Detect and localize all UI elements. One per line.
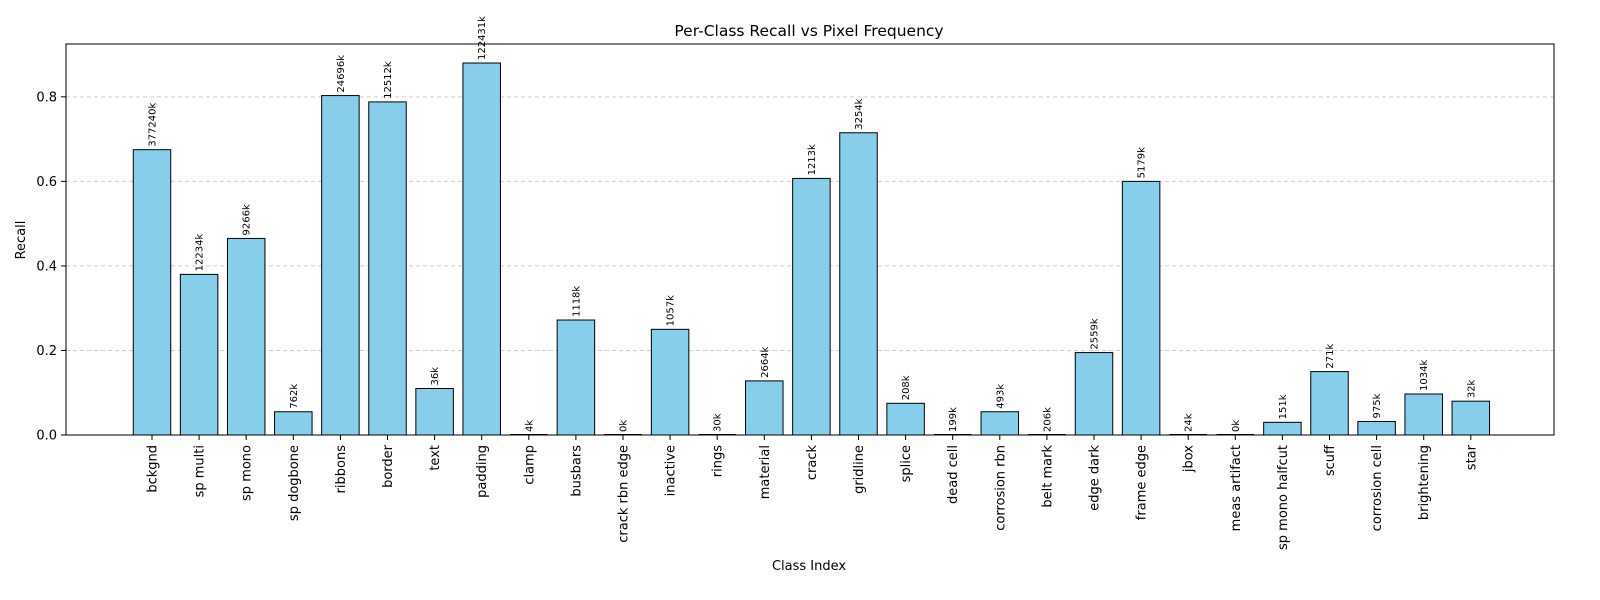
x-tick-label: border	[381, 444, 396, 488]
data-label: 0k	[619, 420, 630, 432]
bar	[321, 95, 360, 436]
bar	[792, 177, 831, 436]
data-label: 493k	[995, 384, 1006, 409]
data-label: 12512k	[383, 61, 394, 99]
x-tick-label: brightening	[1417, 445, 1432, 520]
bar	[1310, 371, 1349, 436]
data-label: 0k	[1231, 420, 1242, 432]
x-tick-label: corrosion cell	[1370, 445, 1385, 531]
x-tick-label: material	[758, 445, 773, 499]
x-tick-label: corrosion rbn	[993, 445, 1008, 531]
x-axis-label: Class Index	[772, 559, 846, 574]
data-label: 36k	[430, 367, 441, 386]
bar	[650, 328, 690, 436]
x-tick-label: inactive	[664, 445, 679, 496]
x-tick-label: sp dogbone	[287, 445, 302, 521]
bar	[226, 237, 266, 436]
x-tick-label: crack	[805, 445, 820, 481]
x-tick-label: meas artifact	[1229, 445, 1244, 531]
x-tick-label: sp mono halfcut	[1276, 445, 1291, 550]
data-label: 199k	[948, 407, 959, 432]
data-label: 24696k	[336, 55, 347, 93]
x-tick-label: sp mono	[240, 445, 255, 501]
data-label: 24k	[1184, 413, 1195, 432]
y-tick-label: 0.6	[36, 175, 57, 190]
bar	[274, 411, 313, 436]
x-tick-label: belt mark	[1040, 445, 1055, 508]
bar	[886, 402, 925, 436]
data-label: 206k	[1042, 407, 1053, 432]
bar	[1074, 352, 1114, 436]
x-tick-label: dead cell	[946, 445, 961, 504]
data-label: 2664k	[760, 346, 771, 377]
x-tick-label: star	[1464, 444, 1479, 470]
data-label: 30k	[713, 413, 724, 432]
data-label: 12234k	[195, 234, 206, 272]
data-label: 208k	[901, 375, 912, 400]
data-label: 151k	[1278, 394, 1289, 419]
x-tick-label: busbars	[569, 445, 584, 497]
data-label: 762k	[289, 384, 300, 409]
bar	[745, 380, 784, 436]
data-label: 3254k	[854, 98, 865, 129]
bar	[368, 101, 407, 436]
x-tick-label: text	[428, 445, 443, 471]
y-tick-label: 0.0	[36, 429, 57, 444]
x-tick-label: crack rbn edge	[617, 445, 632, 543]
plot-frame	[65, 43, 1555, 436]
labels-layer: 377240k 12234k 9266k 762k 24696k 12512k 36k 122…	[148, 16, 1478, 432]
x-tick-label: sp multi	[193, 445, 208, 497]
x-tick-label: splice	[899, 445, 914, 482]
bar	[462, 62, 501, 436]
bar	[1451, 400, 1491, 436]
data-label: 377240k	[148, 103, 159, 147]
x-tick-label: frame edge	[1135, 445, 1150, 520]
x-tick-label: padding	[475, 445, 490, 498]
chart-title: Per-Class Recall vs Pixel Frequency	[674, 22, 943, 40]
y-axis: 0.0 0.2 0.4 0.6 0.8	[36, 90, 66, 444]
bar	[1404, 393, 1443, 436]
bar	[980, 411, 1020, 436]
bar	[415, 388, 454, 436]
bar	[1263, 421, 1302, 436]
x-tick-label: bckgnd	[146, 445, 161, 493]
bar	[132, 149, 172, 436]
bar	[556, 319, 596, 436]
x-tick-label: gridline	[852, 445, 867, 494]
bar	[1121, 180, 1161, 436]
y-tick-label: 0.2	[36, 344, 57, 359]
bar	[1357, 420, 1396, 436]
x-axis: bckgnd sp multi sp mono sp dogbone ribbons bo…	[146, 435, 1479, 550]
x-tick-label: jbox	[1182, 445, 1197, 473]
data-label: 1213k	[807, 144, 818, 175]
data-label: 1118k	[571, 286, 582, 317]
data-label: 1057k	[666, 295, 677, 326]
data-label: 5179k	[1137, 147, 1148, 178]
data-label: 9266k	[242, 204, 253, 235]
data-label: 1034k	[1419, 360, 1430, 391]
bar	[839, 132, 878, 436]
data-label: 2559k	[1090, 318, 1101, 349]
y-tick-label: 0.8	[36, 90, 57, 105]
y-axis-label: Recall	[14, 221, 29, 260]
bar	[179, 273, 219, 436]
x-tick-label: clamp	[522, 445, 537, 485]
x-tick-label: ribbons	[334, 445, 349, 494]
data-label: 4k	[524, 420, 535, 432]
y-tick-label: 0.4	[36, 259, 57, 274]
data-label: 122431k	[477, 16, 488, 60]
data-label: 975k	[1372, 393, 1383, 418]
x-tick-label: edge dark	[1088, 445, 1103, 511]
data-label: 32k	[1466, 379, 1477, 398]
x-tick-label: scuff	[1323, 444, 1338, 476]
bars-layer	[132, 62, 1491, 436]
x-tick-label: rings	[711, 445, 726, 477]
data-label: 271k	[1325, 344, 1336, 369]
